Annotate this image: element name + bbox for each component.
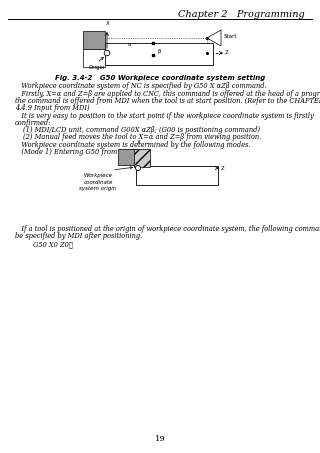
Text: Firstly, X=α and Z=β are applied to CNC, this command is offered at the head of : Firstly, X=α and Z=β are applied to CNC,… [15, 90, 320, 98]
Circle shape [135, 165, 140, 170]
Text: Start: Start [224, 34, 237, 39]
Text: confirmed:: confirmed: [15, 119, 52, 127]
Bar [83, 31, 105, 49]
Text: Z: Z [221, 165, 225, 170]
Bar [105, 43, 213, 65]
Text: (Mode 1) Entering G50 from MDI.: (Mode 1) Entering G50 from MDI. [15, 148, 136, 156]
Text: the command is offered from MDI when the tool is at start position. (Refer to th: the command is offered from MDI when the… [15, 97, 320, 105]
Circle shape [104, 50, 110, 56]
Text: (1) MDI/LCD unit, command G00X αZβ; (G00 is positioning command): (1) MDI/LCD unit, command G00X αZβ; (G00… [23, 126, 260, 134]
Text: X: X [137, 140, 141, 145]
Text: 19: 19 [155, 435, 165, 443]
Text: Z: Z [225, 50, 229, 56]
Text: be specified by MDI after positioning.: be specified by MDI after positioning. [15, 232, 142, 240]
Text: Origin: Origin [89, 65, 106, 70]
Text: It is very easy to position to the start point if the workpiece coordinate syste: It is very easy to position to the start… [15, 112, 314, 120]
Bar [136, 166, 218, 185]
Text: X: X [106, 21, 110, 26]
Text: (2) Manual feed moves the tool to X=α and Z=β from viewing position.: (2) Manual feed moves the tool to X=α an… [23, 133, 261, 141]
Bar [118, 149, 136, 165]
Text: α: α [127, 42, 131, 47]
Text: Fig. 3.4-2   G50 Workpiece coordinate system setting: Fig. 3.4-2 G50 Workpiece coordinate syst… [55, 75, 265, 81]
Text: Workpiece coordinate system of NC is specified by G50 X αZβ command.: Workpiece coordinate system of NC is spe… [15, 82, 267, 90]
Text: Workpiece
coordinate
system origin: Workpiece coordinate system origin [79, 173, 116, 191]
Text: Workpiece coordinate system is determined by the following modes.: Workpiece coordinate system is determine… [15, 141, 251, 149]
Bar [83, 49, 105, 67]
Polygon shape [207, 30, 221, 46]
Text: G50 X0 Z0；: G50 X0 Z0； [33, 240, 73, 248]
Text: β: β [157, 48, 161, 53]
Text: Chapter 2   Programming: Chapter 2 Programming [178, 10, 305, 19]
Text: 4.4.9 Input from MDI): 4.4.9 Input from MDI) [15, 104, 90, 112]
Text: If a tool is positioned at the origin of workpiece coordinate system, the follow: If a tool is positioned at the origin of… [15, 225, 320, 233]
Bar [134, 149, 150, 167]
